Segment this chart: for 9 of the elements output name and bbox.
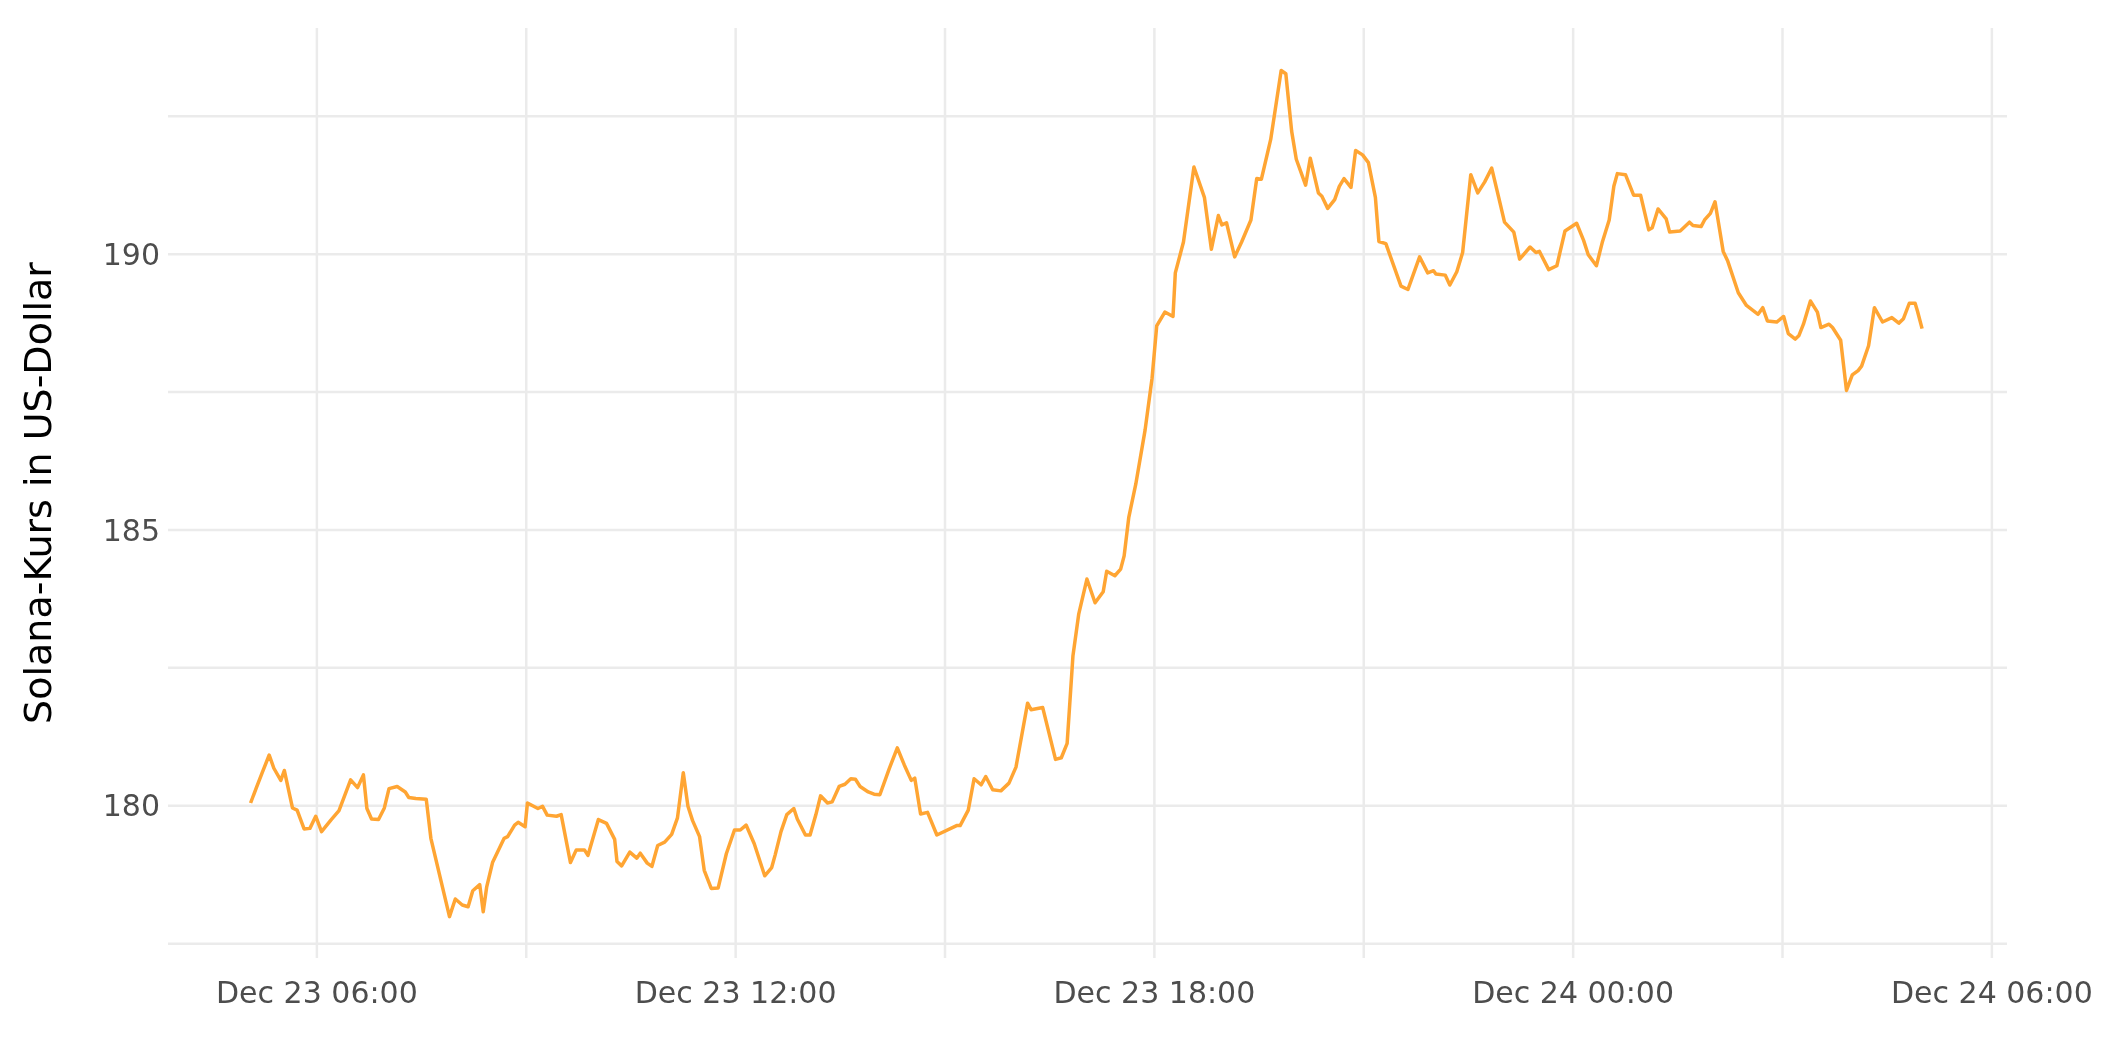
x-tick-label: Dec 24 00:00	[1472, 975, 1675, 1011]
x-tick-label: Dec 24 06:00	[1891, 975, 2093, 1011]
y-tick-label: 185	[102, 512, 160, 548]
x-tick-label: Dec 23 06:00	[216, 975, 418, 1011]
y-tick-label: 190	[102, 236, 160, 272]
x-tick-label: Dec 23 12:00	[634, 975, 837, 1011]
y-tick-label: 180	[102, 788, 160, 824]
y-axis-title: Solana-Kurs in US-Dollar	[16, 261, 61, 724]
x-tick-label: Dec 23 18:00	[1053, 975, 1256, 1011]
